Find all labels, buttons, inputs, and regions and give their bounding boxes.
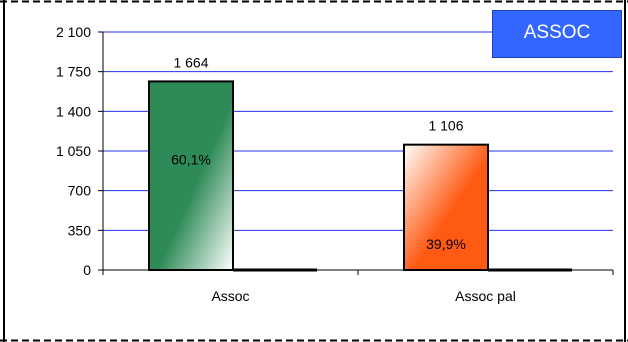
- bar-value-label: 1 106: [428, 118, 463, 134]
- bar-2: [403, 143, 489, 271]
- y-tick-label: 1 050: [56, 143, 91, 159]
- y-tick-label: 350: [68, 222, 92, 238]
- y-tick-label: 2 100: [56, 24, 91, 40]
- x-tick-label: Assoc: [211, 288, 249, 304]
- legend-badge: ASSOC: [492, 10, 622, 58]
- bar-1: [148, 80, 234, 271]
- y-tick-label: 700: [68, 183, 92, 199]
- y-tick-label: 1 400: [56, 103, 91, 119]
- plot-area: 0 350 700 1 050 1 400 1 750 2 100 1 664 60,1% Ass…: [56, 24, 614, 304]
- y-tick-label: 1 750: [56, 64, 91, 80]
- bar-percent-label: 60,1%: [171, 151, 211, 167]
- x-tick-label: Assoc pal: [455, 288, 516, 304]
- y-tick-label: 0: [83, 262, 91, 278]
- bar-value-label: 1 664: [173, 54, 208, 70]
- bar-percent-label: 39,9%: [426, 236, 466, 252]
